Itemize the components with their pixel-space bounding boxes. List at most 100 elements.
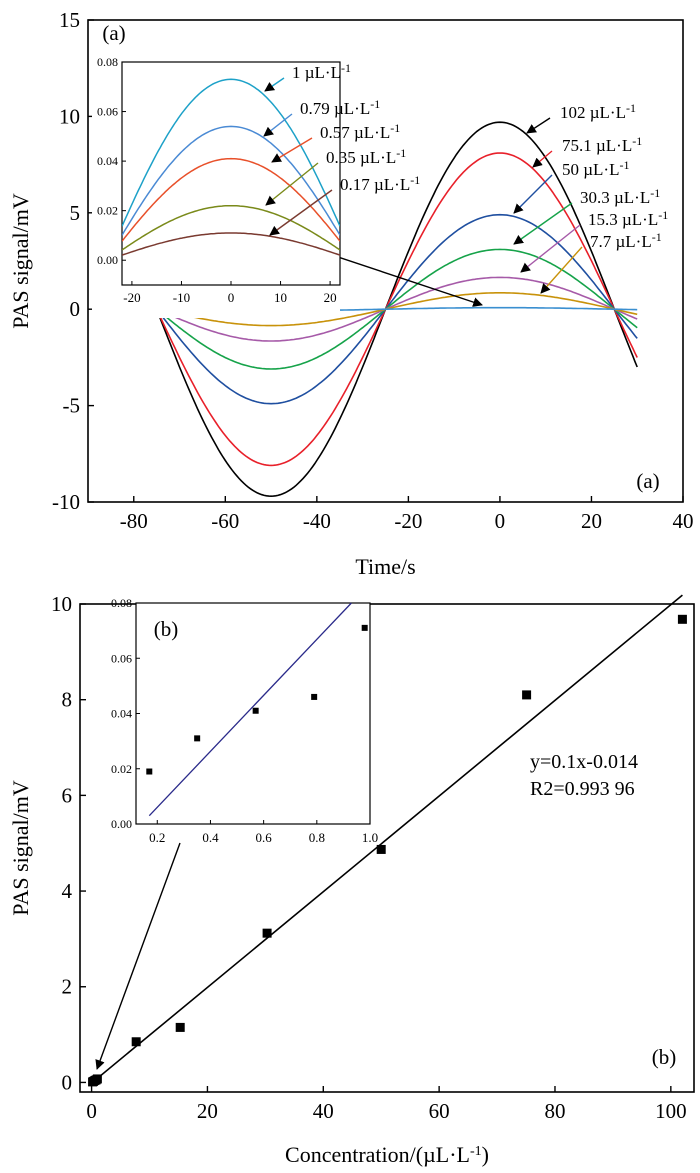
y-tick-label: 10 — [59, 104, 80, 128]
series-label-sup: -1 — [632, 134, 642, 148]
label-arrow — [513, 202, 573, 245]
inset-y-tick-label: 0.00 — [97, 253, 118, 267]
series-label-sup: -1 — [626, 101, 636, 115]
data-point — [376, 844, 386, 854]
inset-series-label: 0.57 µL·L-1 — [320, 121, 400, 142]
panel-tag: (b) — [652, 1045, 677, 1069]
series-label: 102 µL·L-1 — [560, 101, 636, 122]
series-line — [156, 276, 638, 342]
inset-data-point — [311, 693, 318, 700]
series-line — [155, 121, 638, 498]
inset-x-tick-label: 0.2 — [149, 830, 165, 845]
inset-y-tick-label: 0.08 — [97, 55, 118, 69]
inset-label-arrow — [269, 189, 333, 236]
x-tick-label: 100 — [655, 1099, 687, 1123]
inset-x-tick-label: 1.0 — [362, 830, 378, 845]
x-tick-label: 0 — [86, 1099, 97, 1123]
panel-a-inset: -20 -10 0 10 20 0.00 0.02 0.04 0.06 0.08 (a) 1 µL·L… — [92, 21, 420, 318]
series-label: 30.3 µL·L-1 — [580, 186, 660, 207]
inset-x-tick-label: 0.6 — [256, 830, 273, 845]
series-label: 15.3 µL·L-1 — [588, 208, 668, 229]
inset-fit-line — [148, 602, 352, 817]
inset-series-line — [122, 204, 340, 251]
inset-label-arrow — [265, 162, 319, 206]
x-axis-label-tail: ) — [482, 1142, 489, 1167]
inset-data-point — [361, 624, 368, 631]
label-arrow — [513, 174, 553, 214]
series-line — [156, 248, 638, 370]
inset-data-point — [252, 707, 259, 714]
y-tick-label: 0 — [62, 1070, 73, 1094]
inset-series-label: 0.17 µL·L-1 — [340, 173, 420, 194]
inset-series-label-sup: -1 — [396, 146, 406, 160]
x-tick-label: 20 — [581, 509, 602, 533]
y-tick-label: 6 — [62, 783, 73, 807]
x-tick-label: -80 — [120, 509, 148, 533]
y-tick-label: 15 — [59, 8, 80, 32]
label-arrow — [540, 246, 583, 294]
inset-y-tick-label: 0.04 — [97, 154, 118, 168]
x-axis-label: Concentration/(µL·L-1) — [285, 1142, 489, 1167]
x-tick-label: 0 — [495, 509, 506, 533]
inset-series-label: 1 µL·L-1 — [292, 61, 351, 82]
inset-series-line — [122, 78, 340, 227]
x-tick-label: 60 — [429, 1099, 450, 1123]
inset-pointer-arrow — [95, 842, 181, 1070]
inset-series-label-sup: -1 — [410, 173, 420, 187]
inset-series-label: 0.79 µL·L-1 — [300, 97, 380, 118]
inset-x-tick-label: 0.8 — [309, 830, 325, 845]
inset-y-tick-label: 0.00 — [111, 817, 132, 831]
series-label-sup: -1 — [658, 208, 668, 222]
panel-b: 0 20 40 60 80 100 0 2 4 6 8 10 Concentration/(µL·L-1… — [8, 592, 695, 1167]
y-tick-label: 5 — [70, 201, 81, 225]
fit-equation: y=0.1x-0.014 — [530, 751, 638, 773]
inset-series-label-sup: -1 — [370, 97, 380, 111]
series-label: 50 µL·L-1 — [562, 158, 629, 179]
data-point — [522, 690, 532, 700]
inset-tag: (b) — [154, 617, 179, 641]
inset-series-label: 0.35 µL·L-1 — [326, 146, 406, 167]
inset-series-line — [122, 157, 340, 242]
x-tick-label: -20 — [394, 509, 422, 533]
data-point — [262, 928, 272, 938]
data-point — [677, 614, 687, 624]
inset-y-tick-label: 0.02 — [97, 204, 118, 218]
inset-series-label-sup: -1 — [341, 61, 351, 75]
inset-label-arrow — [271, 137, 313, 163]
y-tick-label: 10 — [51, 592, 72, 616]
y-axis-label: PAS signal/mV — [8, 193, 33, 329]
y-tick-label: 2 — [62, 975, 73, 999]
series-label: 75.1 µL·L-1 — [562, 134, 642, 155]
x-axis-label: Time/s — [355, 554, 415, 579]
inset-curves — [122, 78, 340, 256]
x-tick-label: -40 — [303, 509, 331, 533]
inset-label-arrow — [263, 113, 293, 137]
inset-y-tick-label: 0.06 — [97, 105, 118, 119]
inset-tag: (a) — [102, 21, 125, 45]
x-tick-label: 80 — [544, 1099, 565, 1123]
r-squared: R2=0.993 96 — [530, 778, 635, 800]
x-tick-label: 20 — [197, 1099, 218, 1123]
x-tick-label: 40 — [673, 509, 694, 533]
inset-label-arrow — [264, 77, 285, 92]
inset-y-tick-label: 0.04 — [111, 707, 132, 721]
series-label-sup: -1 — [652, 230, 662, 244]
label-arrow — [520, 224, 581, 273]
fit-line — [91, 594, 683, 1084]
inset-y-tick-label: 0.06 — [111, 651, 132, 665]
y-tick-label: 0 — [70, 297, 81, 321]
inset-x-tick-label: -10 — [173, 290, 190, 305]
plot-frame — [79, 603, 695, 1093]
series-label-sup: -1 — [619, 158, 629, 172]
inset-x-tick-label: 20 — [324, 290, 337, 305]
inset-series-line — [122, 125, 340, 236]
inset-x-tick-label: 10 — [274, 290, 287, 305]
y-axis-label: PAS signal/mV — [8, 780, 33, 916]
data-point — [92, 1074, 102, 1084]
y-tick-label: 8 — [62, 688, 73, 712]
y-tick-label: -10 — [52, 490, 80, 514]
panel-b-inset: 0.2 0.4 0.6 0.8 1.0 0.00 0.02 0.04 0.06 0.08 (b) — [111, 596, 378, 845]
series-line — [156, 292, 638, 327]
data-point — [175, 1022, 185, 1032]
